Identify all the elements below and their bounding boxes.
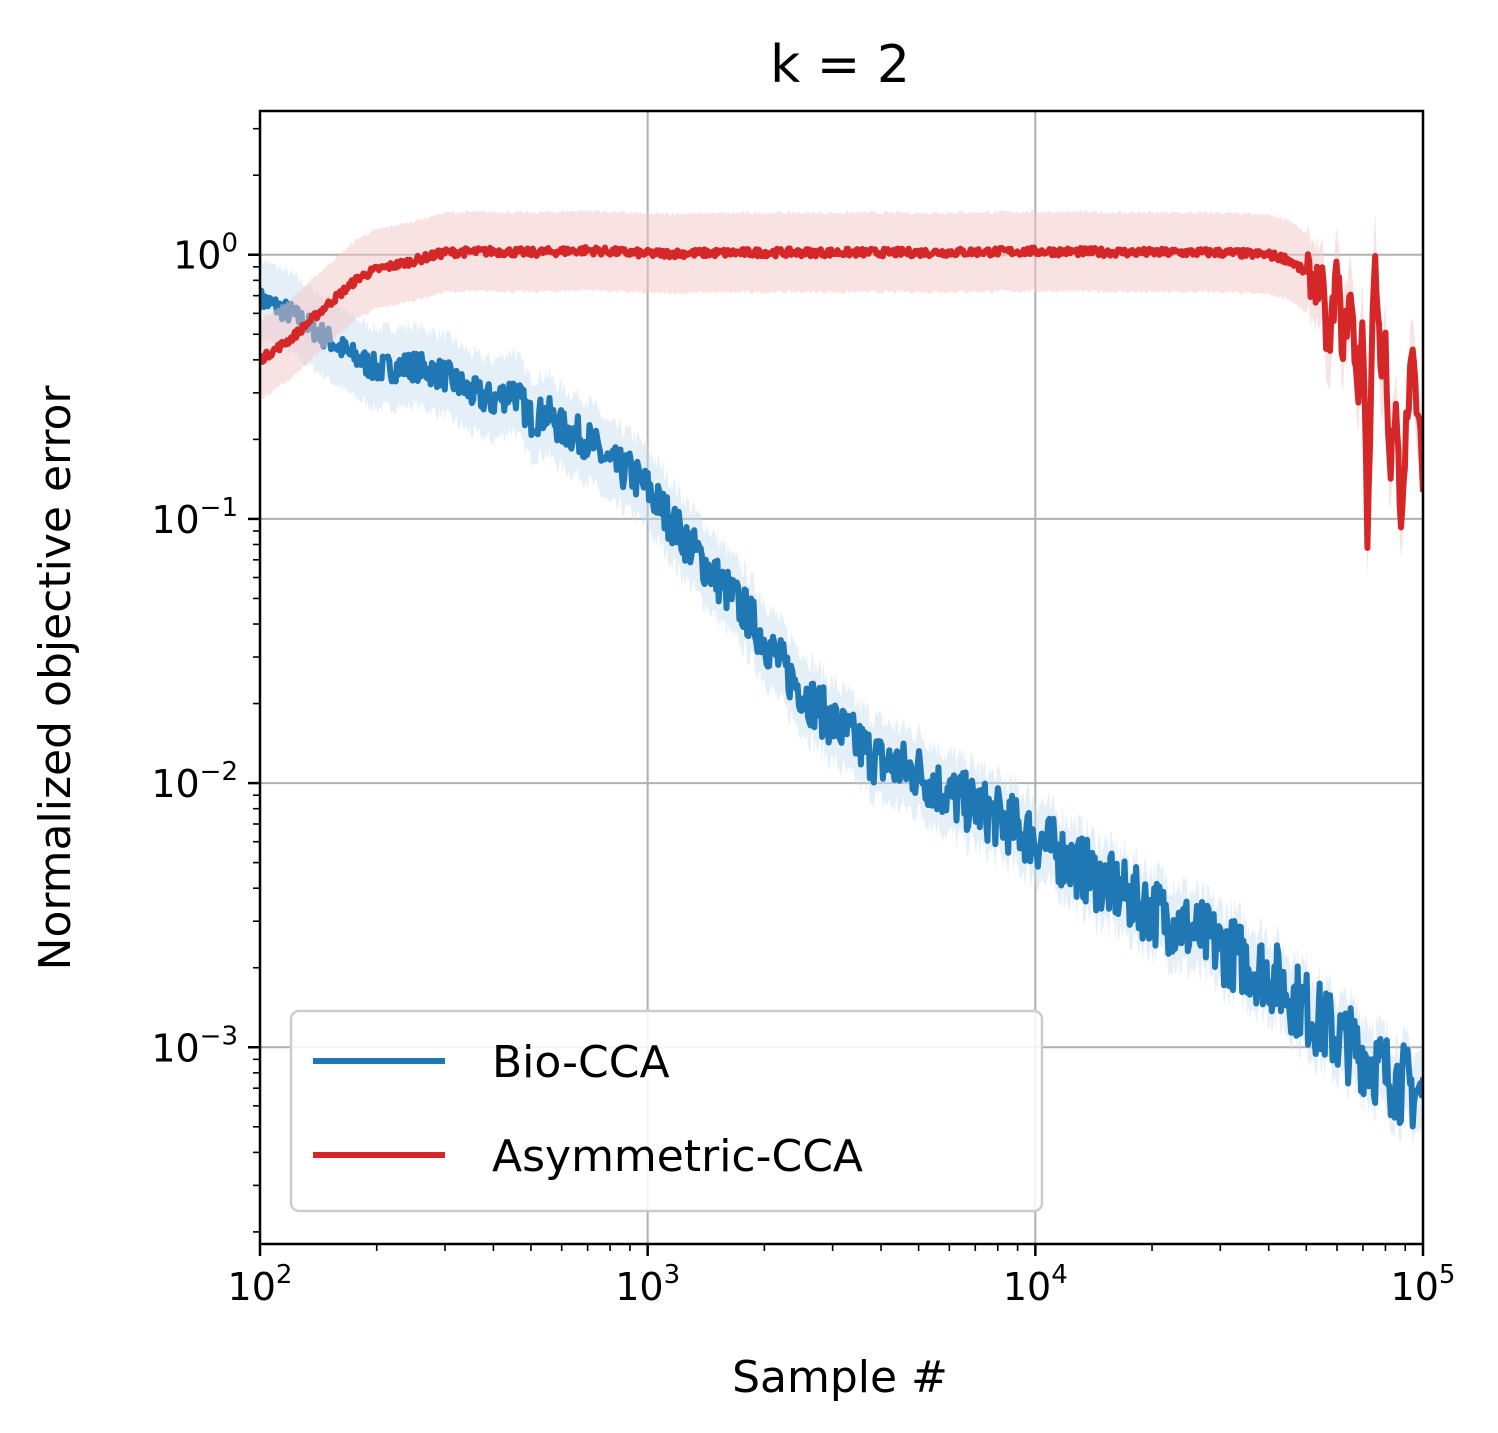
series-line (260, 287, 1423, 1130)
y-axis-label: Normalized objective error (30, 385, 81, 971)
tick-labels: 102 103 104 105 100 10−1 10−2 10−3 (151, 229, 1455, 1309)
x-tick-label: 104 (1003, 1260, 1068, 1309)
plot-area (260, 209, 1423, 1148)
x-axis-label: Sample # (732, 1352, 948, 1403)
series-band (260, 209, 1423, 580)
y-tick-label: 10−2 (151, 757, 238, 806)
x-tick-label: 105 (1391, 1260, 1456, 1309)
series-group (260, 209, 1423, 1148)
y-tick-label: 10−3 (151, 1021, 238, 1070)
x-tick-label: 103 (615, 1260, 680, 1309)
y-tick-label: 10−1 (151, 493, 238, 542)
legend: Bio-CCA Asymmetric-CCA (289, 1009, 1044, 1213)
axes-frame (258, 109, 1425, 1246)
legend-label: Asymmetric-CCA (492, 1131, 863, 1182)
series-line (260, 244, 1423, 551)
chart-title: k = 2 (770, 35, 910, 95)
legend-box (289, 1009, 1044, 1213)
x-tick-label: 102 (228, 1260, 293, 1309)
y-tick-label: 100 (173, 229, 238, 278)
legend-label: Bio-CCA (492, 1037, 670, 1088)
major-ticks (248, 253, 1425, 1256)
